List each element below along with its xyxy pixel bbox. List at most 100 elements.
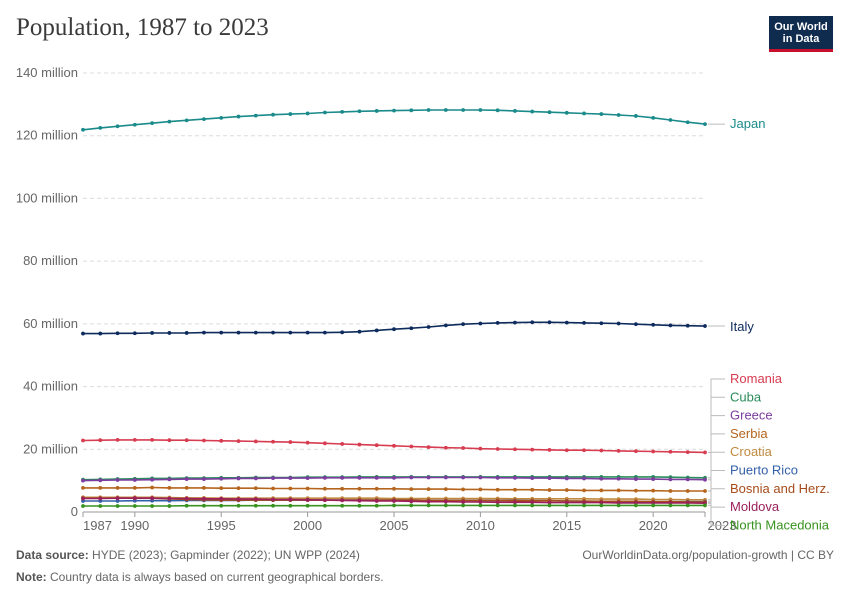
data-point: [115, 504, 120, 508]
data-point: [236, 114, 241, 119]
data-point: [409, 475, 414, 480]
data-point: [703, 477, 707, 482]
data-point: [253, 330, 258, 335]
data-point: [184, 118, 189, 123]
data-point: [219, 486, 224, 491]
data-point: [340, 503, 345, 508]
data-point: [564, 488, 569, 492]
x-tick-label: 2015: [552, 518, 581, 533]
data-point: [530, 487, 535, 492]
data-point: [409, 499, 414, 504]
series-label: Moldova: [730, 499, 780, 514]
data-point: [236, 330, 241, 335]
data-point: [115, 331, 120, 336]
data-point: [633, 322, 638, 327]
data-point: [513, 503, 517, 508]
data-point: [150, 504, 155, 508]
data-point: [115, 496, 120, 501]
data-point: [478, 446, 483, 451]
data-point: [685, 503, 690, 508]
data-point: [305, 486, 310, 491]
data-point: [495, 321, 500, 325]
data-point: [633, 449, 638, 454]
data-point: [305, 440, 310, 445]
data-point: [513, 109, 517, 113]
data-point: [150, 477, 155, 482]
data-point: [443, 499, 448, 504]
data-point: [167, 504, 172, 508]
data-point: [703, 122, 707, 127]
y-tick-label: 20 million: [23, 441, 78, 456]
y-tick-label: 0: [71, 504, 78, 519]
data-point: [202, 485, 206, 490]
data-point: [392, 108, 396, 113]
data-point: [357, 442, 362, 447]
data-point: [374, 475, 379, 480]
data-point: [409, 326, 414, 331]
data-point: [150, 121, 155, 126]
data-point: [461, 503, 466, 508]
data-point: [616, 503, 621, 508]
data-point: [253, 503, 258, 508]
data-point: [443, 445, 448, 450]
data-point: [547, 476, 552, 481]
data-point: [392, 443, 396, 448]
data-point: [357, 109, 362, 114]
series-label: North Macedonia: [730, 517, 830, 532]
data-point: [443, 487, 448, 492]
data-point: [461, 446, 466, 450]
series-label: Italy: [730, 319, 754, 334]
data-point: [357, 498, 362, 503]
data-point: [219, 330, 224, 335]
data-point: [392, 486, 396, 491]
owid-logo[interactable]: Our World in Data: [769, 16, 833, 52]
data-point: [443, 108, 448, 112]
data-source-label: Data source:: [16, 548, 89, 562]
data-point: [685, 323, 690, 328]
data-point: [668, 503, 673, 508]
note-text: Country data is always based on current …: [50, 570, 384, 584]
data-point: [547, 488, 552, 492]
data-point: [340, 330, 345, 335]
note-label: Note:: [16, 570, 47, 584]
data-point: [253, 476, 258, 481]
data-point: [599, 448, 604, 453]
data-point: [81, 331, 85, 336]
data-point: [495, 500, 500, 505]
data-point: [236, 503, 241, 508]
data-point: [668, 323, 673, 328]
data-point: [271, 476, 275, 481]
data-point: [132, 485, 137, 490]
data-point: [167, 485, 172, 490]
data-point: [115, 124, 120, 129]
data-point: [288, 476, 293, 481]
data-point: [81, 438, 85, 443]
data-point: [599, 112, 604, 116]
data-point: [443, 475, 448, 480]
data-point: [443, 323, 448, 328]
data-point: [305, 503, 310, 508]
data-point: [236, 497, 241, 502]
data-point: [633, 114, 638, 118]
data-point: [132, 504, 137, 508]
data-point: [305, 330, 310, 335]
data-point: [461, 108, 466, 112]
data-point: [305, 497, 310, 502]
data-point: [685, 489, 690, 493]
data-point: [564, 448, 569, 453]
data-point: [564, 476, 569, 481]
data-point: [461, 322, 466, 327]
data-point: [305, 476, 310, 481]
y-tick-label: 60 million: [23, 316, 78, 331]
data-point: [703, 503, 707, 508]
data-point: [599, 488, 604, 493]
data-point: [530, 500, 535, 505]
data-point: [271, 503, 275, 508]
source-url-link[interactable]: OurWorldinData.org/population-growth | C…: [582, 548, 834, 562]
data-point: [392, 327, 396, 332]
data-point: [513, 475, 517, 480]
data-point: [98, 478, 103, 483]
data-point: [478, 487, 483, 492]
data-point: [530, 109, 535, 114]
data-point: [530, 320, 535, 325]
